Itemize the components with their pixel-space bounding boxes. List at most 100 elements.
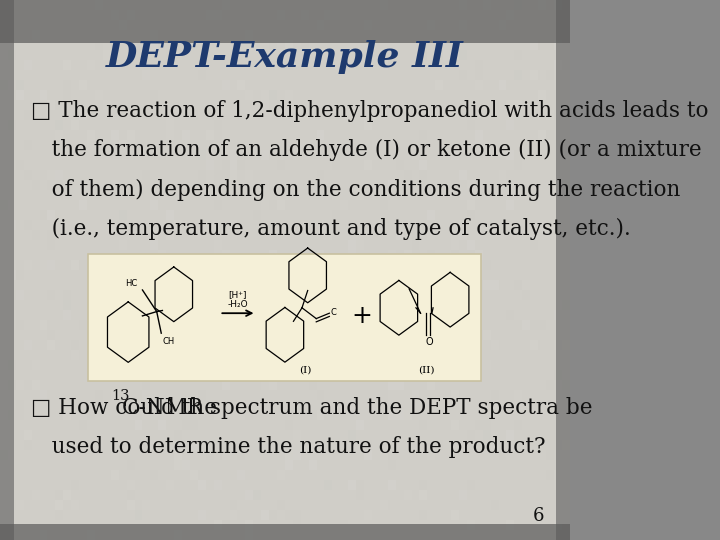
Bar (356, 290, 364, 300)
Bar (206, 130, 214, 140)
Bar (0, 524, 570, 540)
Bar (24, 170, 32, 180)
Bar (467, 180, 475, 190)
Bar (198, 360, 206, 370)
Bar (404, 490, 412, 500)
Bar (388, 30, 396, 40)
Bar (451, 390, 459, 400)
Bar (459, 350, 467, 360)
Bar (87, 530, 95, 540)
Bar (459, 50, 467, 60)
Bar (341, 360, 348, 370)
Bar (459, 490, 467, 500)
Bar (538, 0, 546, 10)
Bar (396, 340, 404, 350)
Bar (55, 170, 63, 180)
Bar (467, 190, 475, 200)
Bar (40, 530, 48, 540)
Bar (127, 130, 135, 140)
Bar (514, 390, 522, 400)
Bar (554, 400, 562, 410)
Bar (8, 410, 16, 420)
Bar (467, 20, 475, 30)
Bar (214, 480, 222, 490)
Bar (222, 20, 230, 30)
Bar (222, 380, 230, 390)
Bar (404, 280, 412, 290)
Bar (24, 340, 32, 350)
Bar (8, 310, 16, 320)
Bar (490, 100, 498, 110)
Bar (119, 340, 127, 350)
Bar (103, 440, 111, 450)
Bar (372, 270, 380, 280)
Bar (238, 400, 246, 410)
Bar (24, 140, 32, 150)
Bar (467, 520, 475, 530)
Bar (190, 360, 198, 370)
Bar (428, 450, 436, 460)
Bar (230, 500, 238, 510)
Bar (95, 0, 103, 10)
Bar (103, 330, 111, 340)
Bar (293, 450, 301, 460)
Bar (277, 300, 285, 310)
Bar (293, 220, 301, 230)
Bar (490, 440, 498, 450)
Bar (87, 130, 95, 140)
Bar (404, 110, 412, 120)
Text: [H⁺]: [H⁺] (229, 290, 247, 299)
Bar (0, 80, 8, 90)
Bar (127, 140, 135, 150)
Bar (372, 210, 380, 220)
Bar (103, 100, 111, 110)
Bar (63, 290, 71, 300)
Bar (412, 240, 420, 250)
Bar (356, 240, 364, 250)
Bar (317, 370, 325, 380)
Bar (103, 370, 111, 380)
Bar (420, 510, 428, 520)
Bar (317, 130, 325, 140)
Bar (230, 220, 238, 230)
Bar (8, 270, 16, 280)
Bar (364, 450, 372, 460)
Bar (420, 310, 428, 320)
Bar (150, 200, 158, 210)
Bar (301, 290, 309, 300)
Bar (341, 50, 348, 60)
Bar (420, 160, 428, 170)
Bar (214, 10, 222, 20)
Bar (285, 40, 293, 50)
Bar (150, 240, 158, 250)
Bar (554, 340, 562, 350)
Bar (206, 180, 214, 190)
Bar (238, 450, 246, 460)
Bar (538, 220, 546, 230)
Bar (388, 400, 396, 410)
Bar (388, 410, 396, 420)
Bar (32, 100, 40, 110)
Bar (404, 340, 412, 350)
Bar (514, 160, 522, 170)
Bar (71, 300, 79, 310)
Bar (554, 0, 562, 10)
Bar (135, 420, 143, 430)
Bar (127, 480, 135, 490)
Bar (174, 460, 182, 470)
Bar (506, 200, 514, 210)
Bar (506, 100, 514, 110)
Bar (150, 400, 158, 410)
Bar (546, 380, 554, 390)
Bar (301, 340, 309, 350)
Bar (356, 340, 364, 350)
Bar (538, 130, 546, 140)
Bar (285, 420, 293, 430)
Bar (309, 350, 317, 360)
Bar (285, 150, 293, 160)
Bar (396, 160, 404, 170)
Bar (103, 50, 111, 60)
Bar (380, 350, 388, 360)
Bar (182, 530, 190, 540)
Bar (32, 360, 40, 370)
